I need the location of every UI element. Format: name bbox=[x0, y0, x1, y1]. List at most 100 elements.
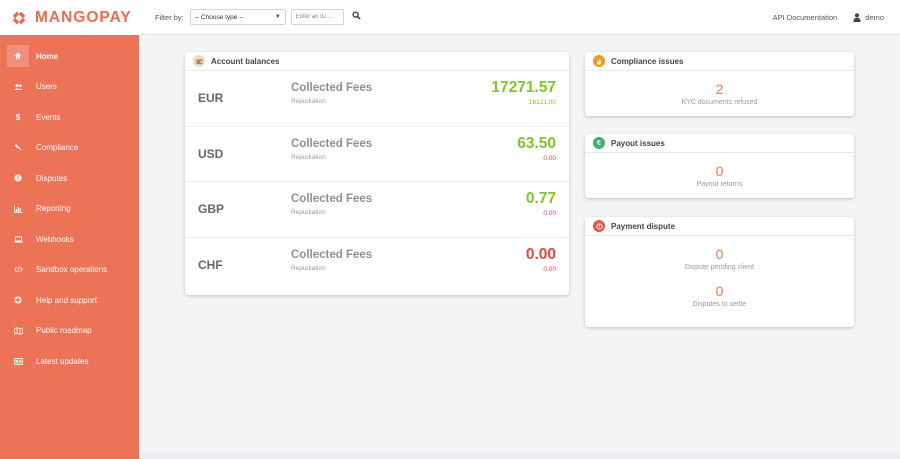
sidebar-item-events[interactable]: $ Events bbox=[0, 102, 139, 133]
stat-value: 0 bbox=[715, 163, 724, 179]
home-icon bbox=[7, 45, 29, 68]
sidebar-item-label: Users bbox=[36, 82, 57, 92]
repudiation-amount: 0.00 bbox=[543, 154, 556, 162]
stat-value: 0 bbox=[715, 246, 724, 262]
amount-block: 63.50 0.00 bbox=[517, 135, 556, 162]
sidebar-item-reporting[interactable]: Reporting bbox=[0, 194, 139, 225]
repudiation-amount: 0.00 bbox=[543, 265, 556, 273]
sidebar-item-users[interactable]: Users bbox=[0, 72, 139, 103]
compliance-issues-card: Compliance issues 2 KYC documents refuse… bbox=[585, 52, 854, 116]
stat-value: 2 bbox=[715, 81, 724, 97]
sidebar-item-label: Latest updates bbox=[36, 356, 89, 366]
sidebar-item-label: Compliance bbox=[36, 143, 79, 153]
sidebar-item-label: Events bbox=[36, 112, 61, 122]
currency-code: GBP bbox=[198, 202, 225, 217]
fees-block: Collected Fees Repudiation bbox=[291, 138, 372, 161]
brand-name: MANGOPAY bbox=[35, 8, 132, 26]
dispute-icon bbox=[593, 220, 605, 232]
currency-code: CHF bbox=[198, 258, 223, 273]
card-header: Compliance issues bbox=[585, 52, 854, 71]
balance-row-usd[interactable]: USD Collected Fees Repudiation 63.50 0.0… bbox=[185, 127, 569, 182]
stat-caption: Disputes to settle bbox=[692, 301, 747, 308]
sidebar-item-label: Home bbox=[36, 51, 59, 61]
sidebar-item-label: Sandbox operations bbox=[36, 265, 108, 275]
wallet-icon bbox=[193, 55, 205, 67]
filter-label: Filter by: bbox=[155, 12, 184, 22]
filter-type-select-value: -- Choose type -- bbox=[194, 13, 244, 21]
exclamation-icon bbox=[7, 167, 29, 189]
amount-block: 17271.57 16121.00 bbox=[491, 79, 556, 106]
topbar: Filter by: -- Choose type -- ▼ API Docum… bbox=[139, 0, 900, 35]
search-icon[interactable] bbox=[352, 11, 364, 23]
fees-sublabel: Repudiation bbox=[291, 153, 326, 161]
payout-issues-card: € Payout issues 0 Payout returns bbox=[585, 134, 854, 198]
kyc-refused-stat[interactable]: 2 KYC documents refused bbox=[585, 71, 854, 106]
stat-caption: KYC documents refused bbox=[681, 99, 758, 106]
amount-block: 0.00 0.00 bbox=[526, 246, 556, 273]
stat-caption: Dispute pending client bbox=[685, 264, 754, 271]
sidebar-item-label: Public roadmap bbox=[36, 326, 92, 336]
payment-dispute-title: Payment dispute bbox=[611, 221, 676, 231]
sidebar-item-compliance[interactable]: Compliance bbox=[0, 133, 139, 164]
sidebar-item-sandbox-operations[interactable]: Sandbox operations bbox=[0, 255, 139, 286]
sidebar-item-home[interactable]: Home bbox=[0, 41, 139, 72]
stat-caption: Payout returns bbox=[696, 181, 743, 188]
laptop-icon bbox=[7, 228, 29, 250]
api-documentation-link[interactable]: API Documentation bbox=[772, 12, 838, 22]
account-balances-card: Account balances EUR Collected Fees Repu… bbox=[185, 52, 569, 295]
sidebar-item-help-and-support[interactable]: Help and support bbox=[0, 285, 139, 316]
user-menu[interactable]: demo bbox=[853, 13, 884, 22]
topbar-right: API Documentation demo bbox=[773, 13, 884, 22]
fees-label: Collected Fees bbox=[291, 82, 373, 94]
sidebar-item-label: Reporting bbox=[36, 204, 71, 214]
payout-issues-title: Payout issues bbox=[611, 138, 665, 148]
map-icon bbox=[7, 320, 29, 342]
card-header: Account balances bbox=[185, 52, 569, 71]
balance-row-gbp[interactable]: GBP Collected Fees Repudiation 0.77 0.00 bbox=[185, 182, 569, 238]
account-balances-title: Account balances bbox=[211, 56, 280, 66]
lifebuoy-icon bbox=[7, 289, 29, 311]
fees-label: Collected Fees bbox=[291, 248, 373, 261]
flame-icon bbox=[593, 55, 605, 67]
footer-strip bbox=[139, 452, 900, 459]
payout-returns-stat[interactable]: 0 Payout returns bbox=[585, 153, 854, 188]
id-search-input[interactable] bbox=[290, 9, 344, 25]
fees-sublabel: Repudiation bbox=[291, 98, 326, 105]
user-icon bbox=[853, 12, 861, 22]
mangopay-logo-icon bbox=[9, 7, 29, 28]
sidebar-item-label: Webhooks bbox=[36, 234, 74, 244]
stat-value: 0 bbox=[715, 283, 724, 299]
chevron-down-icon: ▼ bbox=[274, 14, 281, 20]
fees-label: Collected Fees bbox=[291, 137, 373, 150]
sidebar-item-label: Disputes bbox=[36, 173, 68, 183]
disputes-to-settle-stat[interactable]: 0 Disputes to settle bbox=[585, 271, 854, 308]
euro-icon: € bbox=[593, 137, 605, 149]
sidebar-item-public-roadmap[interactable]: Public roadmap bbox=[0, 316, 139, 347]
card-header: Payment dispute bbox=[585, 217, 854, 236]
newspaper-icon bbox=[7, 350, 29, 372]
balance-amount: 63.50 bbox=[517, 134, 556, 152]
repudiation-amount: 16121.00 bbox=[528, 99, 556, 106]
filter-type-select[interactable]: -- Choose type -- ▼ bbox=[189, 9, 286, 25]
balance-amount: 0.77 bbox=[525, 190, 556, 207]
amount-block: 0.77 0.00 bbox=[526, 190, 556, 217]
balances-list: EUR Collected Fees Repudiation 17271.57 … bbox=[185, 71, 569, 293]
card-header: € Payout issues bbox=[585, 134, 854, 153]
fees-label: Collected Fees bbox=[291, 193, 373, 205]
fees-block: Collected Fees Repudiation bbox=[291, 193, 372, 216]
user-name: demo bbox=[865, 12, 884, 22]
currency-code: USD bbox=[198, 146, 224, 161]
payment-dispute-card: Payment dispute 0 Dispute pending client… bbox=[585, 217, 854, 327]
balance-row-chf[interactable]: CHF Collected Fees Repudiation 0.00 0.00 bbox=[185, 238, 569, 294]
fees-sublabel: Repudiation bbox=[291, 264, 326, 272]
brand[interactable]: MANGOPAY bbox=[0, 0, 139, 35]
fees-sublabel: Repudiation bbox=[291, 209, 326, 216]
sidebar-item-disputes[interactable]: Disputes bbox=[0, 163, 139, 194]
code-icon bbox=[7, 259, 29, 281]
sidebar-item-webhooks[interactable]: Webhooks bbox=[0, 224, 139, 255]
compliance-issues-title: Compliance issues bbox=[611, 56, 684, 66]
dollar-icon: $ bbox=[15, 112, 21, 122]
dispute-pending-client-stat[interactable]: 0 Dispute pending client bbox=[585, 236, 854, 271]
sidebar-item-latest-updates[interactable]: Latest updates bbox=[0, 346, 139, 377]
balance-row-eur[interactable]: EUR Collected Fees Repudiation 17271.57 … bbox=[185, 71, 569, 127]
